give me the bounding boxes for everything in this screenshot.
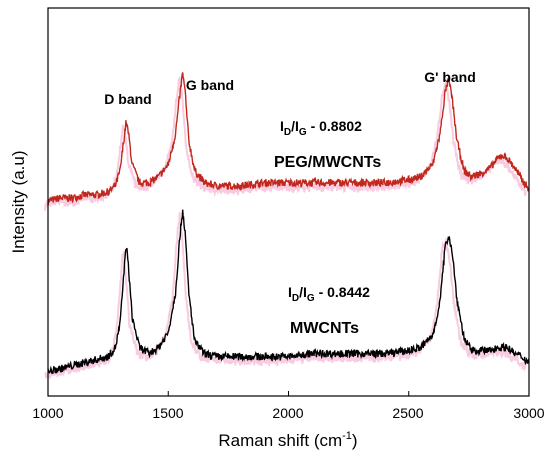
x-axis-title-close: ) (352, 431, 358, 450)
series-line-peg-mwcnts (47, 72, 530, 206)
x-tick-label: 1500 (152, 405, 183, 421)
y-axis-title: Intensity (a.u) (9, 151, 28, 254)
x-axis-title-sup: -1 (342, 430, 352, 442)
x-axis-title-main: Raman shift (cm (218, 431, 342, 450)
x-axis-title: Raman shift (cm-1) (218, 430, 357, 450)
annotation-ratio-bottom: ID/IG - 0.8442 (288, 284, 370, 304)
ratio-top-sub-g: G (299, 127, 307, 138)
plot-frame (47, 7, 530, 397)
ratio-top-value: - 0.8802 (307, 118, 362, 134)
annotation-g-prime-band: G' band (424, 69, 476, 85)
x-tick-label: 1000 (32, 405, 63, 421)
ratio-bottom-i: I (288, 284, 292, 300)
ratio-bottom-sub-d: D (292, 293, 299, 304)
ratio-top-i: I (280, 118, 284, 134)
x-tick-label: 2500 (392, 405, 423, 421)
annotation-label-peg: PEG/MWCNTs (274, 154, 381, 171)
ratio-bottom-value: - 0.8442 (315, 284, 370, 300)
annotation-ratio-top: ID/IG - 0.8802 (280, 118, 362, 138)
annotation-d-band: D band (104, 91, 151, 107)
series-line-mwcnts (47, 209, 530, 375)
ratio-bottom-sub-g: G (307, 293, 315, 304)
ratio-bottom-slash: /I (299, 284, 307, 300)
x-tick-label: 3000 (513, 405, 544, 421)
annotation-g-band: G band (186, 77, 234, 93)
x-tick-label: 2000 (272, 405, 303, 421)
series-shadow-1 (44, 212, 527, 379)
plot-area (44, 72, 530, 396)
ratio-top-sub-d: D (284, 127, 291, 138)
ratio-top-slash: /I (291, 118, 299, 134)
annotation-label-mwcnts: MWCNTs (290, 320, 359, 337)
